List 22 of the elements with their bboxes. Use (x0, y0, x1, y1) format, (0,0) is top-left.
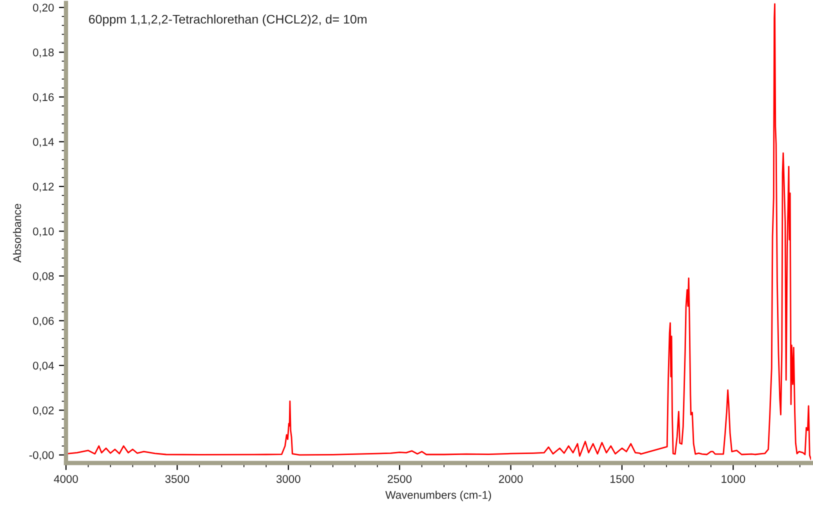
y-tick-label: 0,10 (33, 227, 54, 237)
y-tick-label: 0,02 (33, 406, 54, 416)
text: 60ppm 1,1,2,2-Tetrachlorethan (CHCL2)2, d= 10m (88, 14, 366, 26)
x-tick-label: 1500 (610, 475, 634, 483)
y-tick-label: 0,04 (33, 362, 54, 371)
line-series (66, 3, 811, 460)
y-axis-title: Absorbance (12, 204, 22, 263)
y-tick-label: 0,06 (33, 316, 54, 326)
y-tick-label: 0,16 (33, 93, 54, 102)
x-axis-title: Wavenumbers (cm-1) (385, 490, 492, 502)
x-tick-label: 2500 (388, 475, 412, 483)
x-tick-label: 4000 (54, 475, 78, 483)
y-tick-label: 0,18 (33, 48, 54, 58)
y-tick-label: -0,00 (29, 451, 54, 460)
y-tick-label: 0,08 (33, 272, 54, 282)
y-tick-label: 0,12 (33, 182, 54, 192)
x-tick-label: 3500 (165, 475, 190, 483)
x-tick-label: 1000 (722, 475, 746, 483)
x-tick-label: 2000 (498, 475, 523, 483)
y-tick-label: 0,14 (33, 138, 54, 148)
y-tick-label: 0,20 (33, 4, 54, 13)
x-tick-label: 3000 (276, 475, 300, 483)
